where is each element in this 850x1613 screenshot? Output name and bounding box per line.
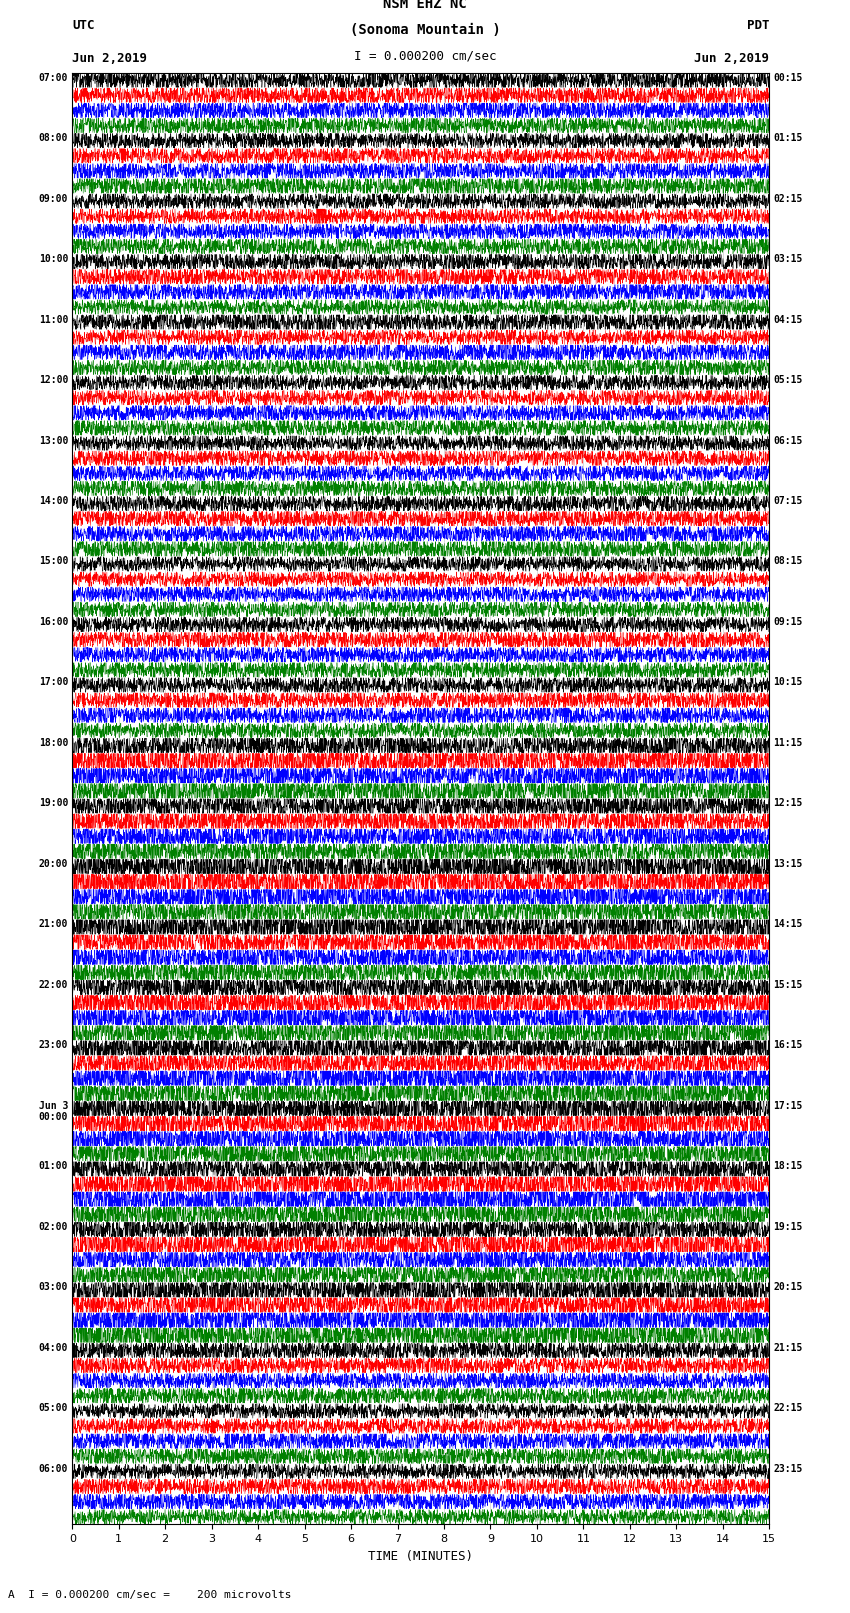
Text: 13:15: 13:15 (774, 858, 802, 869)
Text: 15:15: 15:15 (774, 979, 802, 990)
X-axis label: TIME (MINUTES): TIME (MINUTES) (368, 1550, 473, 1563)
Text: 07:15: 07:15 (774, 497, 802, 506)
Text: A  I = 0.000200 cm/sec =    200 microvolts: A I = 0.000200 cm/sec = 200 microvolts (8, 1590, 292, 1600)
Text: 04:15: 04:15 (774, 315, 802, 324)
Text: 18:15: 18:15 (774, 1161, 802, 1171)
Text: 11:00: 11:00 (39, 315, 68, 324)
Text: 10:15: 10:15 (774, 677, 802, 687)
Text: 21:00: 21:00 (39, 919, 68, 929)
Text: 16:00: 16:00 (39, 618, 68, 627)
Text: 14:15: 14:15 (774, 919, 802, 929)
Text: 13:00: 13:00 (39, 436, 68, 445)
Text: 19:15: 19:15 (774, 1223, 802, 1232)
Text: 05:00: 05:00 (39, 1403, 68, 1413)
Text: 07:00: 07:00 (39, 73, 68, 82)
Text: 01:15: 01:15 (774, 134, 802, 144)
Text: 09:15: 09:15 (774, 618, 802, 627)
Text: 08:15: 08:15 (774, 556, 802, 566)
Text: NSM EHZ NC: NSM EHZ NC (383, 0, 467, 11)
Text: 15:00: 15:00 (39, 556, 68, 566)
Text: 17:00: 17:00 (39, 677, 68, 687)
Text: PDT: PDT (747, 19, 769, 32)
Text: 12:00: 12:00 (39, 376, 68, 386)
Text: 05:15: 05:15 (774, 376, 802, 386)
Text: 19:00: 19:00 (39, 798, 68, 808)
Text: 16:15: 16:15 (774, 1040, 802, 1050)
Text: UTC: UTC (72, 19, 94, 32)
Text: I = 0.000200 cm/sec: I = 0.000200 cm/sec (354, 50, 496, 63)
Text: 17:15: 17:15 (774, 1100, 802, 1111)
Text: 22:15: 22:15 (774, 1403, 802, 1413)
Text: 14:00: 14:00 (39, 497, 68, 506)
Text: 04:00: 04:00 (39, 1342, 68, 1353)
Text: 20:00: 20:00 (39, 858, 68, 869)
Text: 03:15: 03:15 (774, 255, 802, 265)
Text: 12:15: 12:15 (774, 798, 802, 808)
Text: 01:00: 01:00 (39, 1161, 68, 1171)
Text: 09:00: 09:00 (39, 194, 68, 203)
Text: Jun 2,2019: Jun 2,2019 (694, 52, 769, 65)
Text: 10:00: 10:00 (39, 255, 68, 265)
Text: Jun 3
00:00: Jun 3 00:00 (39, 1100, 68, 1123)
Text: 23:00: 23:00 (39, 1040, 68, 1050)
Text: 11:15: 11:15 (774, 739, 802, 748)
Text: 20:15: 20:15 (774, 1282, 802, 1292)
Text: 02:15: 02:15 (774, 194, 802, 203)
Text: 06:15: 06:15 (774, 436, 802, 445)
Text: 02:00: 02:00 (39, 1223, 68, 1232)
Text: 00:15: 00:15 (774, 73, 802, 82)
Text: 22:00: 22:00 (39, 979, 68, 990)
Text: 06:00: 06:00 (39, 1465, 68, 1474)
Text: 03:00: 03:00 (39, 1282, 68, 1292)
Text: 18:00: 18:00 (39, 739, 68, 748)
Text: 08:00: 08:00 (39, 134, 68, 144)
Text: (Sonoma Mountain ): (Sonoma Mountain ) (349, 23, 501, 37)
Text: 21:15: 21:15 (774, 1342, 802, 1353)
Text: 23:15: 23:15 (774, 1465, 802, 1474)
Text: Jun 2,2019: Jun 2,2019 (72, 52, 147, 65)
